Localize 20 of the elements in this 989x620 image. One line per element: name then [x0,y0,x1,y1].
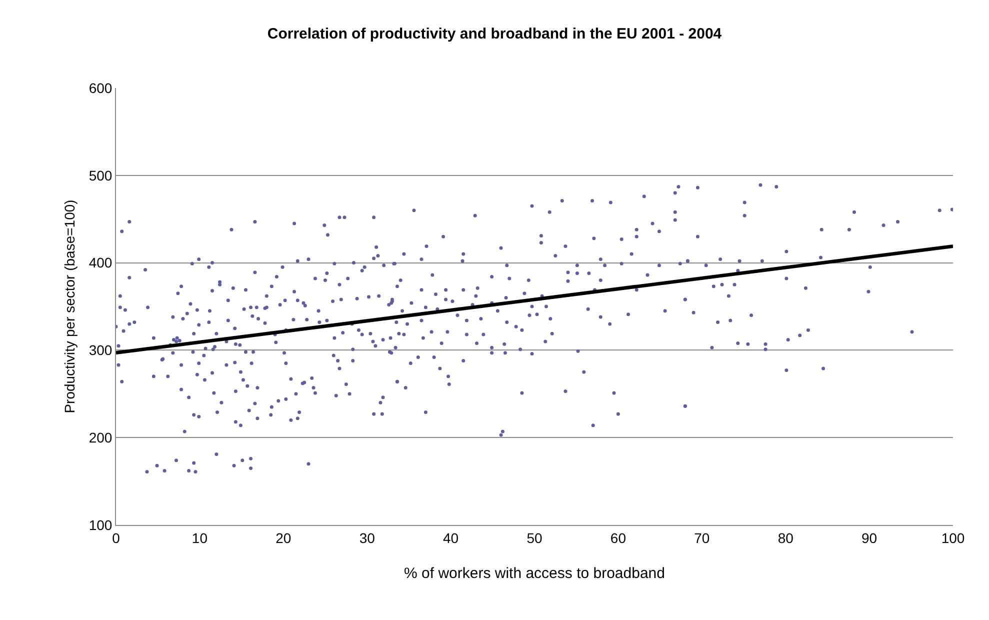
y-tick-label: 100 [88,516,112,533]
x-tick-label: 10 [192,530,208,546]
x-tick-label: 50 [526,530,542,546]
x-tick-label: 90 [862,530,878,546]
x-axis-title: % of workers with access to broadband [404,564,665,582]
x-tick-label: 0 [112,530,120,546]
x-tick-label: 30 [359,530,376,546]
y-tick-label: 300 [88,342,112,358]
x-tick-label: 100 [941,530,965,546]
y-axis-title: Productivity per sector (base=100) [61,200,78,414]
y-tick-label: 400 [88,254,112,271]
x-tick-label: 20 [276,530,292,546]
chart-title: Correlation of productivity and broadband in the EU 2001 - 2004 [267,25,722,42]
y-tick-label: 600 [88,80,112,96]
y-tick-label: 200 [88,430,112,446]
x-tick-label: 60 [610,530,626,546]
x-tick-label: 40 [443,530,459,546]
x-tick-label: 70 [694,530,710,546]
y-tick-label: 500 [88,167,112,184]
x-tick-label: 80 [778,530,794,546]
